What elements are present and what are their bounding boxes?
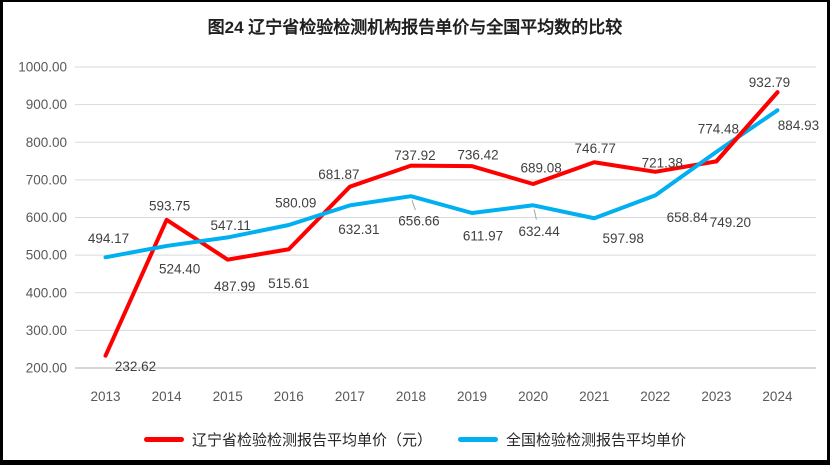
- y-axis-tick-label: 1000.00: [18, 60, 67, 75]
- x-axis-tick-label: 2017: [335, 389, 365, 404]
- x-axis-tick-label: 2024: [762, 389, 793, 404]
- data-label-series-1: 597.98: [603, 231, 644, 246]
- data-label-series-1: 580.09: [275, 195, 316, 210]
- x-axis-tick-label: 2018: [396, 389, 426, 404]
- frame-border-bottom: [0, 460, 830, 465]
- data-label-series-1: 524.40: [159, 261, 200, 276]
- x-axis-tick-label: 2015: [213, 389, 243, 404]
- y-axis-tick-label: 900.00: [26, 97, 67, 112]
- legend-label-national: 全国检验检测报告平均单价: [506, 432, 687, 449]
- y-axis-tick-label: 300.00: [26, 323, 67, 338]
- data-label-leader: [533, 209, 537, 220]
- series-overlay-segment: [714, 90, 780, 164]
- data-label-series-0: 681.87: [318, 167, 359, 182]
- data-label-series-1: 884.93: [778, 118, 819, 133]
- legend-line-blue: [458, 437, 498, 442]
- x-axis-tick-label: 2014: [152, 389, 183, 404]
- data-label-series-1: 774.48: [698, 121, 739, 136]
- data-label-series-0: 232.62: [115, 359, 156, 374]
- x-axis-tick-label: 2023: [701, 389, 731, 404]
- y-axis-tick-label: 400.00: [26, 285, 67, 300]
- x-axis-tick-label: 2019: [457, 389, 487, 404]
- series-line-0: [103, 90, 780, 358]
- legend-label-liaoning: 辽宁省检验检测报告平均单价（元）: [191, 432, 432, 449]
- x-axis-tick-label: 2020: [518, 389, 548, 404]
- data-label-series-1: 658.84: [667, 210, 709, 225]
- data-label-series-1: 611.97: [463, 228, 503, 243]
- data-label-series-0: 593.75: [149, 198, 190, 213]
- x-axis-tick-label: 2013: [91, 389, 121, 404]
- x-axis-tick-label: 2022: [640, 389, 670, 404]
- x-axis-tick-label: 2021: [579, 389, 609, 404]
- frame-border-right: [827, 0, 830, 465]
- y-axis-tick-label: 800.00: [26, 135, 67, 150]
- data-label-series-1: 656.66: [398, 214, 439, 229]
- legend-item-national: 全国检验检测报告平均单价: [458, 429, 686, 450]
- data-label-series-0: 515.61: [268, 276, 309, 291]
- data-label-series-1: 632.31: [338, 222, 379, 237]
- data-label-series-1: 494.17: [88, 231, 129, 246]
- series-line-1: [103, 108, 780, 260]
- data-label-series-0: 487.99: [214, 279, 255, 294]
- x-axis-tick-label: 2016: [274, 389, 304, 404]
- data-label-series-0: 749.20: [710, 215, 751, 230]
- data-label-series-0: 746.77: [575, 141, 616, 156]
- data-label-series-0: 737.92: [394, 148, 435, 163]
- data-label-leader: [411, 200, 416, 211]
- data-label-series-1: 547.11: [211, 218, 251, 233]
- y-axis-tick-label: 700.00: [26, 172, 67, 187]
- data-label-series-0: 721.38: [642, 155, 683, 170]
- frame-border-top: [0, 0, 830, 2]
- legend-item-liaoning: 辽宁省检验检测报告平均单价（元）: [143, 429, 432, 450]
- chart-legend: 辽宁省检验检测报告平均单价（元） 全国检验检测报告平均单价: [0, 429, 830, 450]
- y-axis-tick-label: 600.00: [26, 210, 67, 225]
- legend-line-red: [143, 437, 184, 442]
- y-axis-tick-label: 200.00: [26, 361, 67, 376]
- chart-title: 图24 辽宁省检验检测机构报告单价与全国平均数的比较: [207, 18, 623, 37]
- y-axis-tick-label: 500.00: [26, 248, 67, 263]
- data-label-series-0: 932.79: [749, 75, 790, 90]
- frame-border-left: [0, 0, 3, 465]
- data-label-series-0: 689.08: [520, 160, 561, 175]
- data-label-series-0: 736.42: [457, 148, 498, 163]
- data-label-series-1: 632.44: [518, 224, 560, 239]
